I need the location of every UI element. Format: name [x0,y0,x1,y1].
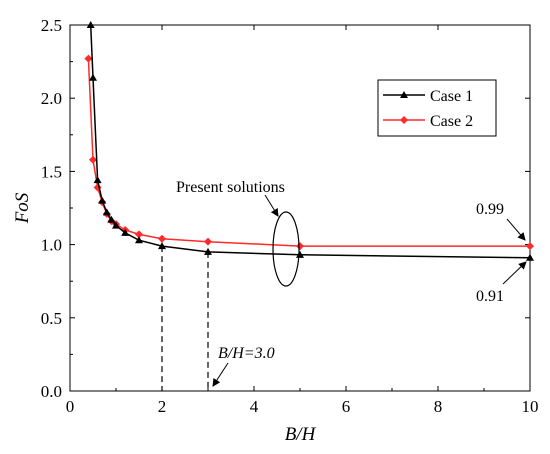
data-point-case-1 [526,253,534,261]
legend-label-case2: Case 2 [430,113,473,130]
annotation-arrow-bh [212,362,229,387]
annotation-present-solutions: Present solutions [176,179,285,196]
data-point-case-1 [86,21,95,28]
x-tick-label: 6 [342,397,351,416]
data-point-case-2 [158,234,166,243]
data-point-case-2 [296,242,304,251]
legend-box [377,79,497,137]
y-tick-label: 2.0 [41,89,62,108]
data-point-case-1 [98,196,107,204]
data-point-case-1 [112,221,120,229]
y-tick-label: 1.5 [41,162,62,181]
annotations: Present solutions 0.99 0.91 B/H=3.0 [176,179,527,387]
y-tick-label: 0.5 [41,309,62,328]
annotation-bh-marker: B/H=3.0 [218,345,275,362]
annotation-arrow-099 [506,218,526,241]
x-tick-label: 8 [434,397,443,416]
annotation-case2-end-value: 0.99 [476,201,504,218]
x-tick-label: 10 [522,397,539,416]
annotation-arrow-present [264,194,279,217]
annotation-case1-end-value: 0.91 [476,288,504,305]
x-tick-label: 2 [158,397,167,416]
series-layer [84,21,534,261]
y-axis-label: FoS [12,192,33,224]
legend-marker-case2 [400,116,408,124]
data-point-case-1 [204,247,212,255]
x-tick-label: 4 [250,397,259,416]
x-axis-label: B/H [285,424,317,445]
x-tick-label: 0 [66,397,75,416]
data-point-case-1 [158,242,166,250]
legend-marker-case1 [400,91,408,98]
data-point-case-1 [102,208,111,216]
y-tick-label: 0.0 [41,382,62,401]
data-point-case-1 [121,228,130,236]
data-point-case-1 [296,250,304,258]
legend: Case 1 Case 2 [377,79,497,137]
legend-label-case1: Case 1 [430,88,473,105]
guide-lines [161,246,209,391]
data-point-case-1 [135,236,143,244]
data-point-case-2 [135,230,143,239]
data-point-case-1 [107,215,116,223]
annotation-arrow-091 [502,261,527,285]
data-point-case-2 [89,155,97,164]
data-point-case-1 [89,73,97,81]
y-tick-label: 1.0 [41,236,62,255]
annotation-ellipse [272,211,300,287]
data-point-case-2 [84,54,93,63]
axis-ticks: 0 2 4 6 8 10 0.0 0.5 1.0 1.5 2.0 2.5 [41,16,539,416]
data-point-case-2 [526,242,534,251]
data-point-case-1 [93,176,102,184]
data-point-case-2 [204,237,212,246]
y-tick-label: 2.5 [41,16,62,35]
series-line-case-1 [89,24,531,259]
